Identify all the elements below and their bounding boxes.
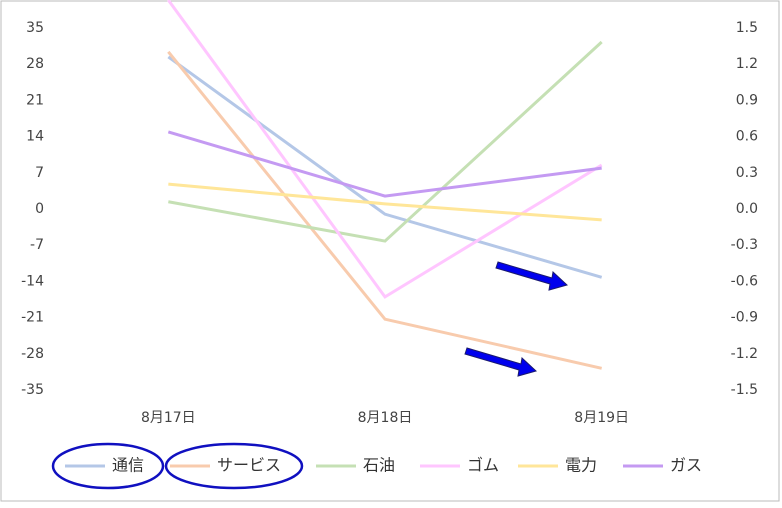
x-tick-label: 8月17日 [141,410,196,426]
y-tick-label: 0 [35,201,44,217]
y-tick-label: -35 [21,382,44,398]
series-line [167,130,602,198]
y-tick-label: 14 [26,129,44,145]
y-tick-label: -7 [30,237,44,253]
plot-area [167,0,603,370]
y-tick-label: -28 [21,346,44,362]
y-tick-label: 35 [26,20,44,36]
legend-label: 電力 [565,456,597,475]
y-tick-label: -14 [21,273,44,289]
y-tick-label: 21 [26,92,44,108]
series-line [167,55,603,279]
highlight-ellipse [164,442,304,490]
y-tick-label: 28 [26,56,44,72]
y2-tick-label: -0.6 [731,273,758,289]
legend-label: ゴム [467,456,499,475]
y-tick-label: 7 [35,165,44,181]
y2-tick-label: 1.2 [736,56,758,72]
y2-tick-label: 0.6 [736,129,758,145]
y2-tick-label: 1.5 [736,20,758,36]
series-line [168,40,603,243]
series-line [167,0,603,299]
legend-label: 石油 [363,456,395,475]
y-tick-label: -21 [21,310,44,326]
series-line [167,50,602,370]
y2-tick-label: 0.9 [736,92,758,108]
y2-tick-label: -0.3 [731,237,758,253]
series-line [168,182,602,222]
y2-tick-label: -1.2 [731,346,758,362]
legend-label: 通信 [112,456,144,475]
legend-label: サービス [217,456,281,475]
y2-tick-label: 0.0 [736,201,758,217]
x-tick-label: 8月19日 [574,410,629,426]
y2-tick-label: -1.5 [731,382,758,398]
legend-label: ガス [670,456,702,475]
y2-tick-label: 0.3 [736,165,758,181]
highlight-ellipse [51,442,165,490]
x-tick-label: 8月18日 [358,410,413,426]
y2-tick-label: -0.9 [731,310,758,326]
arrow [464,347,537,377]
arrow [495,261,568,291]
